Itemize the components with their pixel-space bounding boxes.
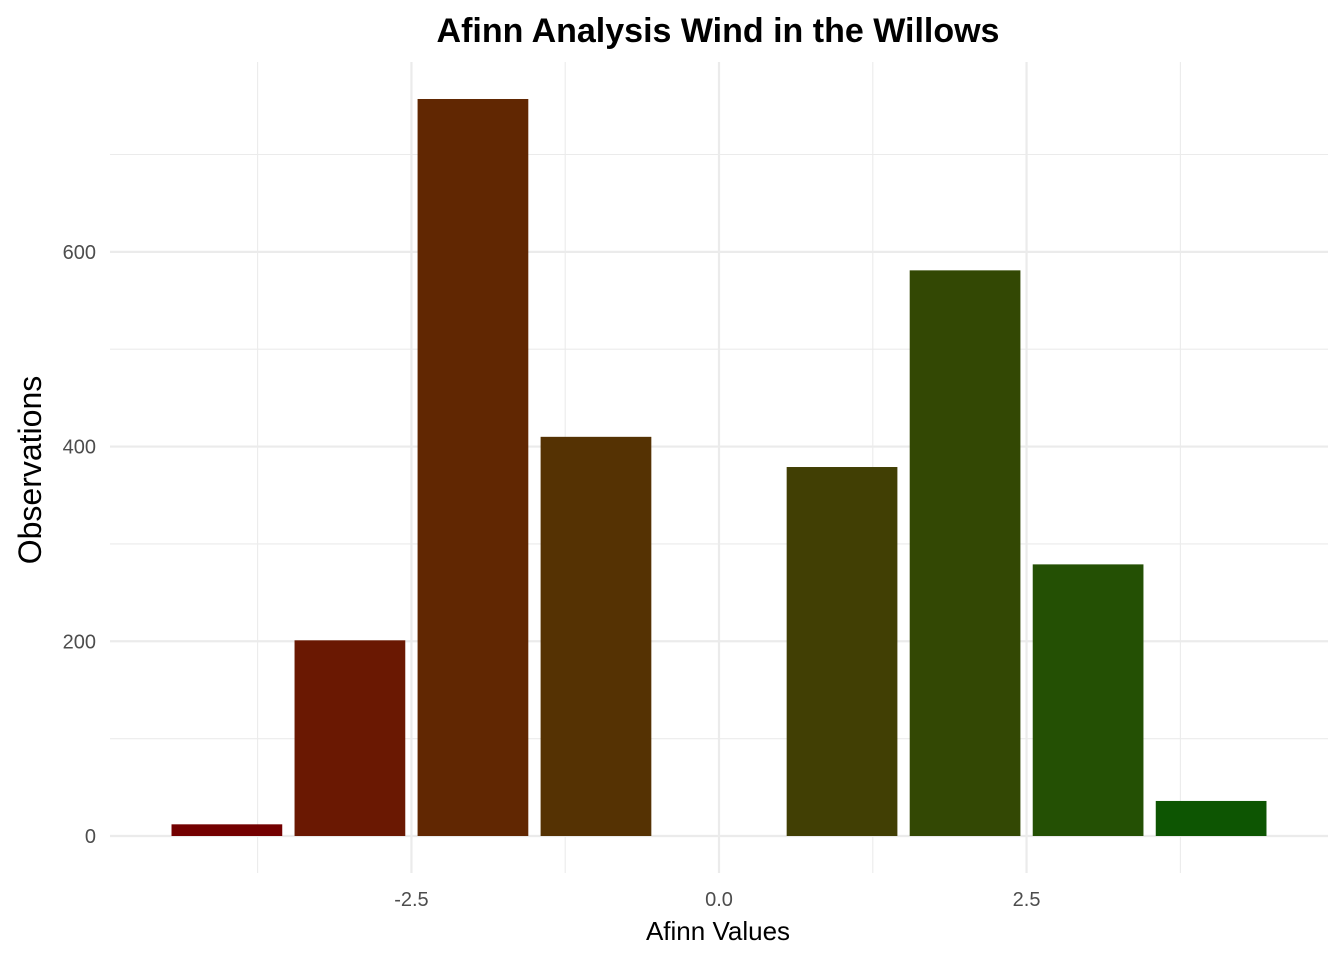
- y-tick-label: 600: [63, 242, 96, 264]
- grid-layer: [110, 62, 1328, 873]
- bar-afinn--1: [540, 436, 652, 837]
- bar-afinn--3: [294, 640, 406, 837]
- y-tick-label: 400: [63, 437, 96, 459]
- x-tick-label: 2.5: [1013, 889, 1041, 911]
- bar-layer: [171, 98, 1267, 837]
- x-tick-label: -2.5: [394, 889, 428, 911]
- x-tick-label: 0.0: [705, 889, 733, 911]
- bar-afinn-1: [786, 467, 898, 837]
- bar-afinn--2: [417, 98, 529, 837]
- y-axis-title: Observations: [12, 376, 48, 565]
- tick-label-layer: -2.5 0.0 2.5 0 200 400 600: [63, 242, 1041, 911]
- y-tick-label: 0: [85, 826, 96, 848]
- bar-afinn-3: [1032, 564, 1144, 837]
- y-tick-label: 200: [63, 631, 96, 653]
- x-axis-title: Afinn Values: [646, 916, 790, 946]
- chart-title: Afinn Analysis Wind in the Willows: [437, 12, 1000, 50]
- bar-afinn--4: [171, 824, 283, 837]
- bar-afinn-4: [1155, 800, 1267, 837]
- bar-afinn-2: [909, 270, 1021, 837]
